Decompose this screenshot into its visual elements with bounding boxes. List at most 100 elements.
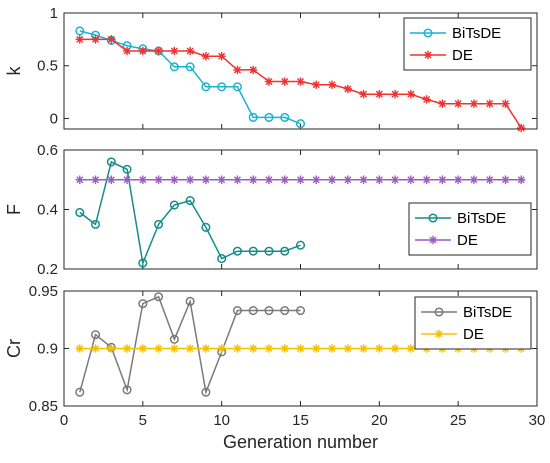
data-point: [122, 175, 132, 184]
x-tick-label: 25: [450, 412, 467, 429]
series-line: [79, 30, 301, 125]
data-point: [106, 157, 116, 167]
legend-marker: [423, 50, 433, 60]
legend-label: BiTsDE: [463, 304, 512, 321]
data-point: [75, 387, 85, 397]
data-point: [75, 26, 85, 36]
data-point: [122, 46, 132, 56]
data-point: [295, 240, 306, 250]
data-point: [422, 95, 431, 104]
data-point: [91, 35, 100, 44]
series-bitsde: [75, 157, 306, 268]
data-point: [359, 175, 368, 184]
legend: BiTsDE DE: [403, 17, 532, 71]
data-point: [375, 90, 384, 99]
data-point: [232, 82, 242, 92]
panel-2: 0 5 10 15 20 25 30 0.85 0.9 0.95 Cr Generation numb…: [4, 283, 545, 452]
data-point: [169, 62, 179, 72]
y-tick-label: 0.6: [37, 142, 58, 159]
data-point: [517, 123, 526, 133]
x-axis-label: Generation number: [223, 432, 378, 452]
data-point: [264, 306, 274, 316]
data-point: [91, 344, 100, 353]
legend: BiTsDE DE: [414, 296, 532, 350]
data-point: [201, 175, 211, 184]
data-point: [249, 344, 258, 353]
data-point: [248, 246, 258, 256]
data-point: [75, 344, 84, 353]
data-point: [154, 46, 163, 56]
series-line: [79, 295, 301, 395]
data-point: [233, 175, 242, 184]
data-point: [327, 80, 337, 89]
legend-label: BiTsDE: [457, 210, 506, 227]
data-point: [280, 77, 289, 86]
data-point: [248, 306, 258, 316]
data-point: [154, 219, 164, 229]
data-point: [138, 299, 148, 309]
data-point: [122, 344, 132, 353]
data-point: [485, 175, 494, 184]
data-point: [90, 219, 101, 229]
data-point: [343, 344, 352, 353]
panel-1: 0.2 0.4 0.6 F BiTsDE DE: [4, 142, 538, 278]
data-point: [296, 175, 305, 184]
data-point: [469, 175, 479, 184]
data-point: [233, 344, 242, 353]
data-point: [154, 292, 164, 302]
data-point: [75, 207, 85, 218]
data-point: [327, 344, 337, 353]
legend-box: [414, 296, 532, 350]
data-point: [232, 306, 242, 316]
data-point: [359, 90, 368, 99]
data-point: [312, 344, 321, 353]
y-tick-label: 0.95: [29, 283, 58, 300]
data-point: [233, 65, 242, 75]
legend-marker: [434, 329, 444, 339]
data-point: [375, 344, 384, 353]
data-point: [122, 385, 132, 395]
data-point: [217, 254, 227, 264]
data-point: [169, 200, 179, 210]
data-point: [406, 90, 416, 99]
data-point: [390, 344, 400, 353]
data-point: [249, 175, 258, 184]
data-point: [295, 306, 306, 316]
x-tick-label: 30: [529, 412, 546, 429]
y-tick-label: 0.85: [29, 398, 58, 415]
data-point: [312, 175, 321, 184]
data-point: [170, 344, 179, 353]
series-de: [75, 35, 526, 133]
data-point: [264, 246, 274, 256]
legend-label: DE: [457, 232, 478, 249]
data-point: [264, 344, 274, 353]
legend-label: DE: [463, 326, 484, 343]
data-point: [296, 77, 305, 86]
y-axis-label: k: [4, 66, 24, 76]
y-axis-label: Cr: [4, 339, 24, 358]
legend-box: [408, 202, 532, 256]
data-point: [264, 175, 274, 184]
data-point: [217, 344, 226, 353]
y-axis-label: F: [4, 204, 24, 215]
x-tick-label: 5: [139, 412, 147, 429]
legend-marker: [423, 28, 433, 38]
series-bitsde: [75, 292, 306, 397]
data-point: [469, 99, 479, 108]
data-point: [406, 344, 416, 353]
data-point: [201, 222, 211, 232]
y-tick-label: 0.9: [37, 341, 58, 358]
data-point: [280, 246, 290, 256]
data-point: [343, 175, 352, 184]
data-point: [107, 175, 116, 184]
data-point: [169, 334, 179, 344]
data-point: [280, 112, 290, 122]
data-point: [248, 112, 258, 122]
legend-marker: [434, 307, 444, 317]
y-tick-label: 0.2: [37, 261, 58, 278]
data-point: [138, 344, 148, 353]
data-point: [201, 387, 211, 397]
data-point: [438, 175, 447, 184]
data-point: [90, 330, 101, 340]
data-point: [453, 99, 463, 108]
